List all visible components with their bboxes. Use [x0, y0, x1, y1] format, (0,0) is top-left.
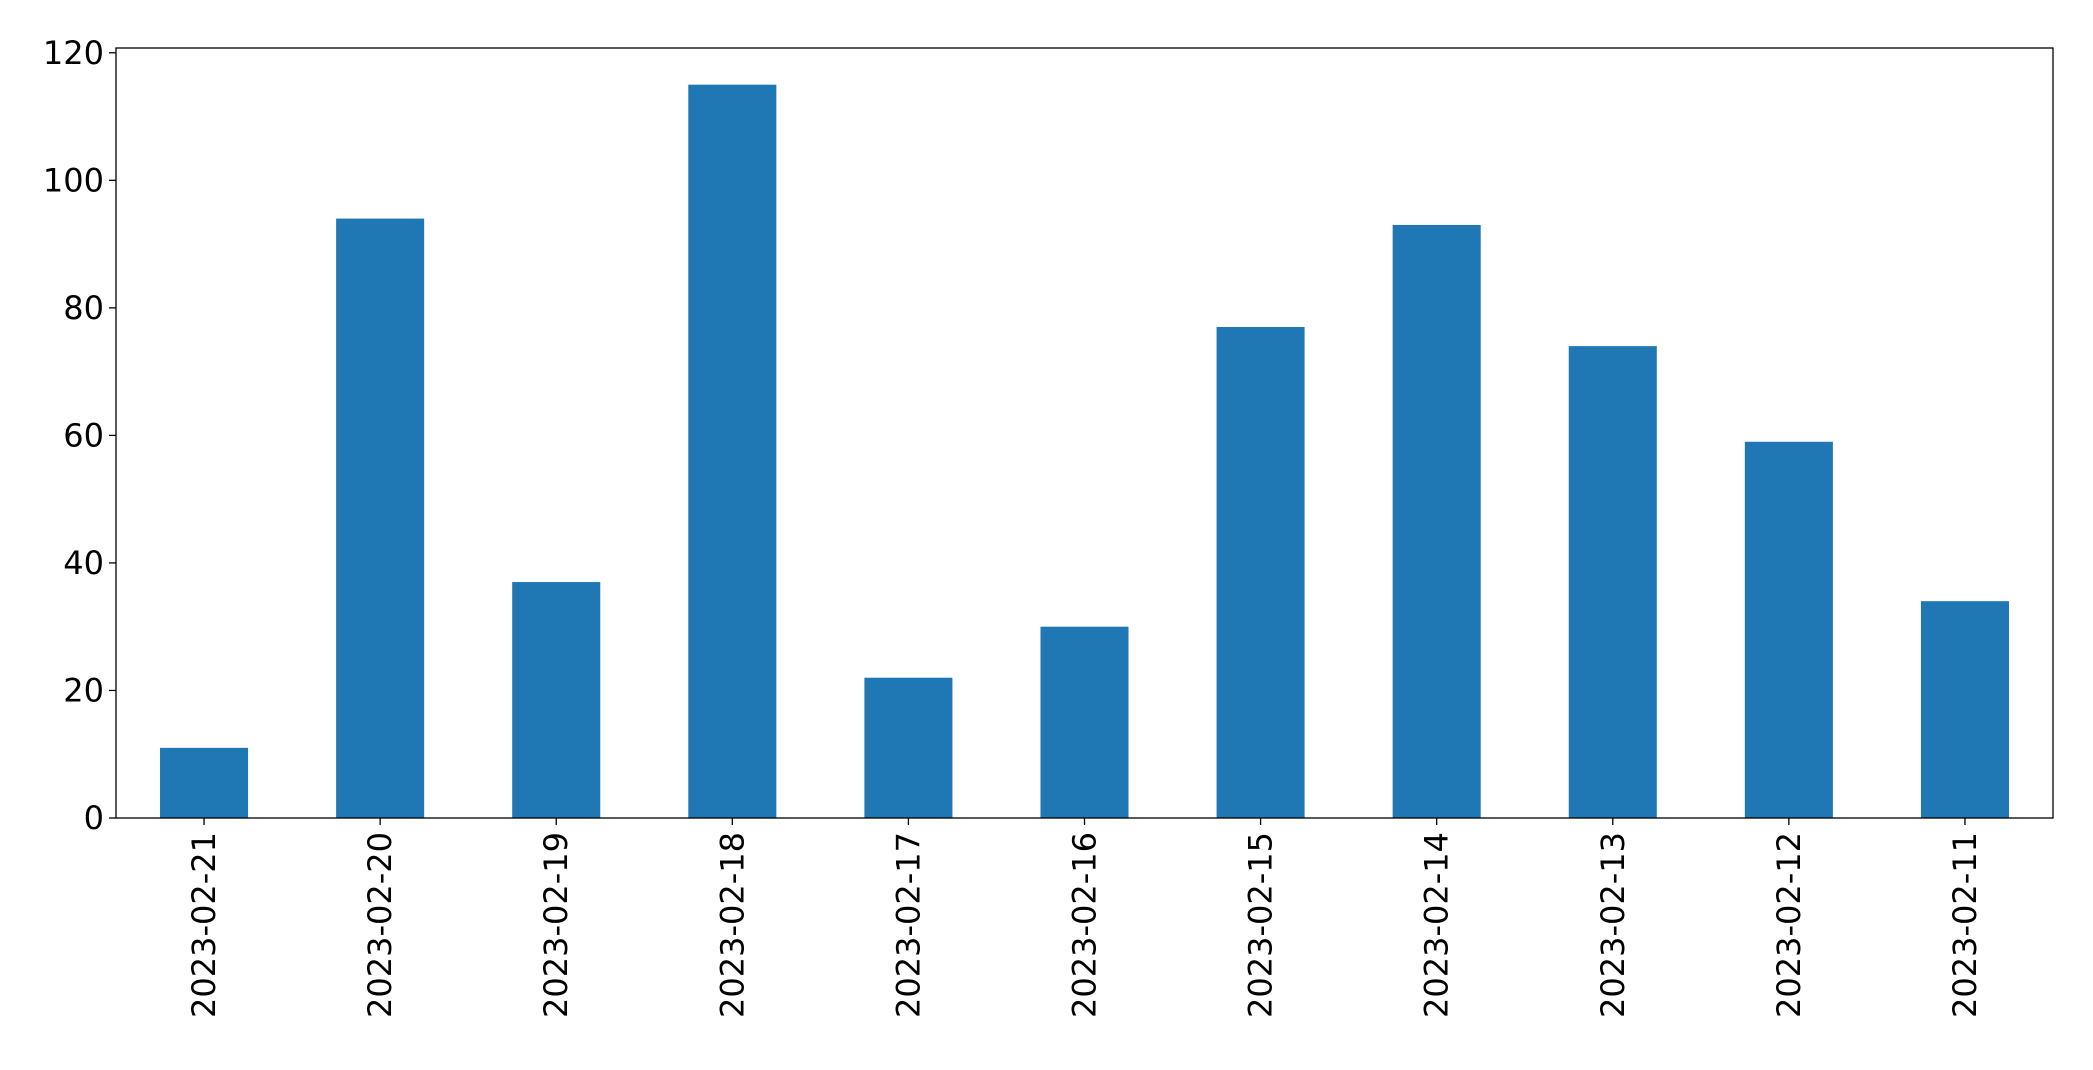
bar: [512, 582, 601, 818]
bar: [1744, 441, 1833, 818]
bar: [160, 747, 249, 818]
y-tick-label: 100: [43, 161, 104, 199]
y-tick-label: 120: [43, 34, 104, 72]
bar: [864, 677, 953, 818]
y-tick-label: 80: [63, 289, 104, 327]
bar: [1040, 626, 1129, 818]
y-tick-label: 60: [63, 416, 104, 454]
x-tick-label: 2023-02-12: [1770, 832, 1808, 1018]
bar: [1392, 224, 1481, 818]
bar: [1568, 346, 1657, 818]
y-tick-label: 0: [84, 799, 104, 837]
x-tick-label: 2023-02-15: [1242, 832, 1280, 1018]
x-tick-label: 2023-02-11: [1946, 832, 1984, 1018]
x-tick-label: 2023-02-20: [361, 832, 399, 1018]
bar: [1920, 601, 2009, 818]
y-tick-label: 20: [63, 671, 104, 709]
bar: [1216, 326, 1305, 818]
x-tick-label: 2023-02-17: [889, 832, 927, 1018]
x-tick-label: 2023-02-19: [537, 832, 575, 1018]
y-tick-label: 40: [63, 544, 104, 582]
x-tick-label: 2023-02-21: [185, 832, 223, 1018]
bar: [688, 84, 777, 818]
x-tick-label: 2023-02-14: [1418, 832, 1456, 1018]
x-tick-label: 2023-02-18: [713, 832, 751, 1018]
x-tick-label: 2023-02-13: [1594, 832, 1632, 1018]
bar: [336, 218, 425, 818]
plot-frame: [115, 47, 2054, 819]
x-tick-label: 2023-02-16: [1066, 832, 1104, 1018]
